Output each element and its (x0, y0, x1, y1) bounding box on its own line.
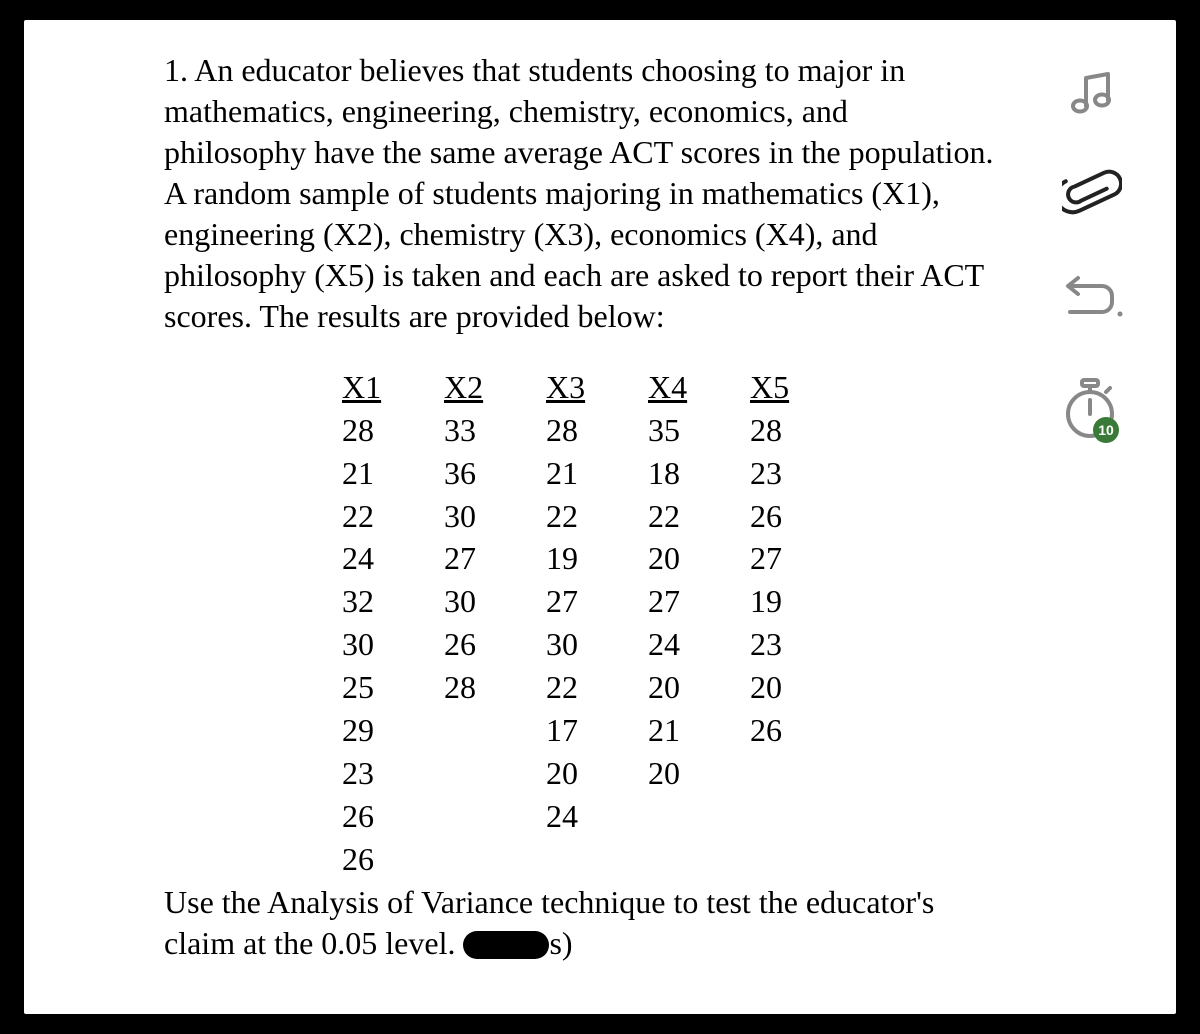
table-cell: 30 (336, 624, 436, 665)
table-cell: 17 (540, 710, 640, 751)
question-body: An educator believes that students choos… (164, 52, 993, 334)
table-row: 2136211823 (336, 453, 844, 494)
table-cell: 26 (744, 496, 844, 537)
table-header-row: X1X2X3X4X5 (336, 367, 844, 408)
table-cell: 22 (336, 496, 436, 537)
table-cell: 28 (540, 410, 640, 451)
table-cell: 18 (642, 453, 742, 494)
table-row: 2833283528 (336, 410, 844, 451)
table-body: 2833283528213621182322302222262427192027… (336, 410, 844, 880)
table-row: 2528222020 (336, 667, 844, 708)
table-cell: 30 (438, 496, 538, 537)
table-cell (438, 796, 538, 837)
table-cell: 22 (642, 496, 742, 537)
table-cell: 20 (642, 753, 742, 794)
table-cell (744, 753, 844, 794)
music-icon[interactable] (1064, 64, 1120, 120)
table-column-header: X1 (336, 367, 436, 408)
table-cell: 36 (438, 453, 538, 494)
table-cell: 20 (744, 667, 844, 708)
table-row: 26 (336, 839, 844, 880)
table-cell: 26 (336, 839, 436, 880)
closing-after: s) (549, 925, 572, 961)
table-row: 2230222226 (336, 496, 844, 537)
table-cell: 24 (336, 538, 436, 579)
table-column-header: X3 (540, 367, 640, 408)
table-cell: 21 (540, 453, 640, 494)
table-cell: 23 (744, 453, 844, 494)
data-table: X1X2X3X4X5 28332835282136211823223022222… (334, 365, 846, 882)
table-column-header: X5 (744, 367, 844, 408)
table-cell: 20 (642, 538, 742, 579)
replay-icon[interactable] (1060, 268, 1124, 328)
paperclip-icon[interactable] (1062, 164, 1122, 224)
side-icon-bar: 10 (1052, 64, 1132, 448)
question-block: 1. An educator believes that students ch… (164, 50, 996, 964)
table-cell (438, 839, 538, 880)
table-row: 23 2020 (336, 753, 844, 794)
table-cell: 19 (540, 538, 640, 579)
timer-icon[interactable]: 10 (1060, 372, 1124, 448)
table-cell (642, 796, 742, 837)
question-number: 1. (164, 52, 188, 88)
table-cell: 24 (540, 796, 640, 837)
redaction-mark (463, 931, 549, 959)
table-cell (438, 710, 538, 751)
table-cell: 28 (336, 410, 436, 451)
table-cell: 29 (336, 710, 436, 751)
table-cell (438, 753, 538, 794)
timer-badge-text: 10 (1098, 422, 1114, 438)
closing-text: Use the Analysis of Variance technique t… (164, 882, 996, 964)
question-text: 1. An educator believes that students ch… (164, 50, 996, 337)
table-cell: 27 (642, 581, 742, 622)
table-cell: 21 (336, 453, 436, 494)
table-cell: 30 (438, 581, 538, 622)
table-cell: 27 (744, 538, 844, 579)
page-frame: 1. An educator believes that students ch… (20, 16, 1180, 1018)
table-cell: 30 (540, 624, 640, 665)
table-row: 2427192027 (336, 538, 844, 579)
table-cell: 20 (540, 753, 640, 794)
table-cell: 26 (438, 624, 538, 665)
table-row: 3026302423 (336, 624, 844, 665)
table-cell: 25 (336, 667, 436, 708)
table-cell: 35 (642, 410, 742, 451)
table-column-header: X2 (438, 367, 538, 408)
table-cell: 33 (438, 410, 538, 451)
table-cell: 22 (540, 667, 640, 708)
table-cell (744, 796, 844, 837)
table-cell (642, 839, 742, 880)
table-cell: 20 (642, 667, 742, 708)
table-cell: 19 (744, 581, 844, 622)
table-cell: 28 (744, 410, 844, 451)
data-table-block: X1X2X3X4X5 28332835282136211823223022222… (334, 365, 996, 882)
table-cell: 22 (540, 496, 640, 537)
table-row: 3230272719 (336, 581, 844, 622)
table-cell: 27 (540, 581, 640, 622)
table-cell: 26 (336, 796, 436, 837)
table-cell: 21 (642, 710, 742, 751)
table-cell: 28 (438, 667, 538, 708)
table-cell: 23 (744, 624, 844, 665)
table-cell: 27 (438, 538, 538, 579)
table-cell: 24 (642, 624, 742, 665)
table-cell (540, 839, 640, 880)
table-cell (744, 839, 844, 880)
table-cell: 26 (744, 710, 844, 751)
table-row: 29 172126 (336, 710, 844, 751)
table-cell: 32 (336, 581, 436, 622)
table-cell: 23 (336, 753, 436, 794)
table-column-header: X4 (642, 367, 742, 408)
table-row: 26 24 (336, 796, 844, 837)
